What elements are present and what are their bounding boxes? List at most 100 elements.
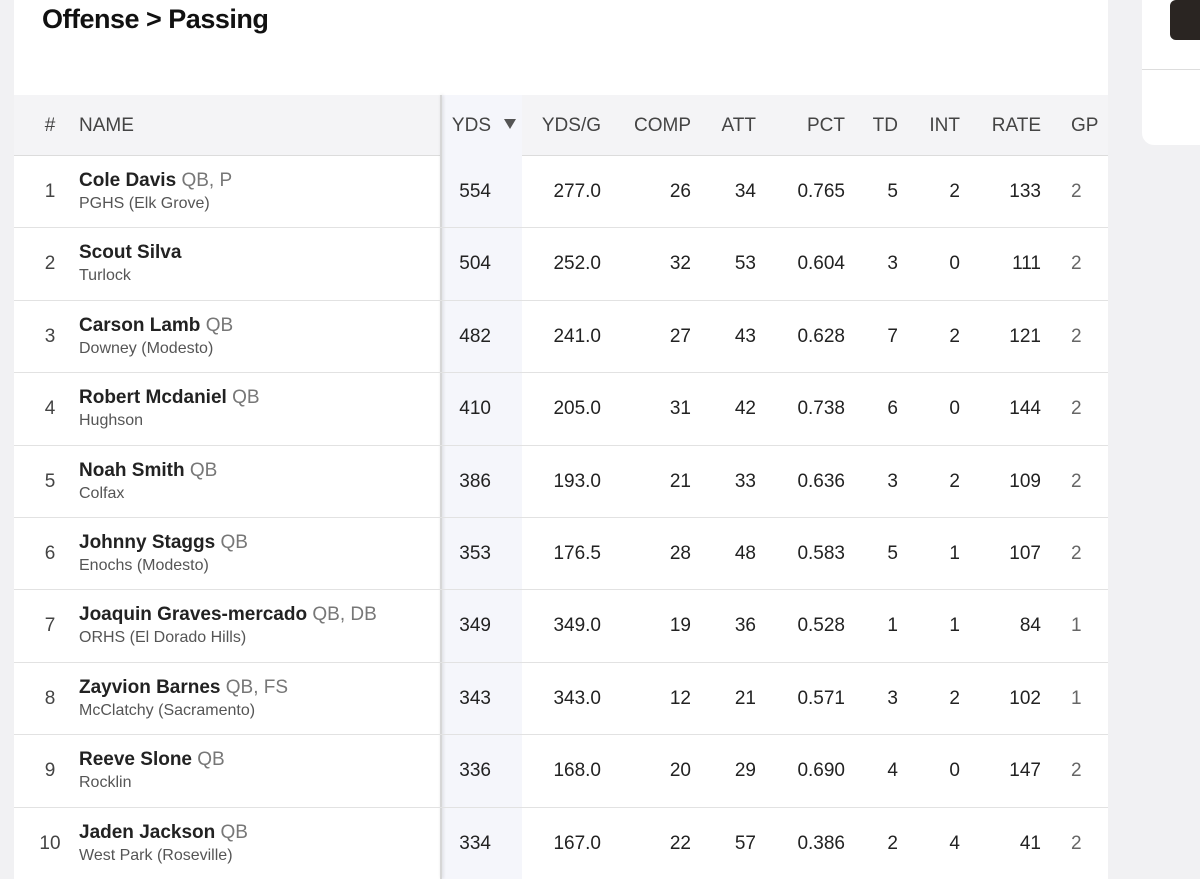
stat-cell: 21 xyxy=(734,687,756,709)
column-header[interactable]: INT xyxy=(929,115,960,136)
name-text[interactable]: Scout Silva xyxy=(79,242,182,264)
player-name[interactable]: Jaden Jackson QB xyxy=(79,822,248,844)
player-name[interactable]: Cole Davis QB, P xyxy=(79,170,232,192)
stat-cell: 0.636 xyxy=(797,470,845,492)
stat-cell: 29 xyxy=(734,760,756,782)
stat-cell: 410 xyxy=(459,398,491,420)
name-text[interactable]: Carson Lamb xyxy=(79,314,201,336)
name-text[interactable]: Robert Mcdaniel xyxy=(79,387,227,409)
player-school: McClatchy (Sacramento) xyxy=(79,701,256,719)
player-name[interactable]: Joaquin Graves-mercado QB, DB xyxy=(79,604,377,626)
stat-cell: 0.628 xyxy=(797,325,845,347)
stat-cell: 241.0 xyxy=(553,325,601,347)
stat-cell: 1 xyxy=(949,543,960,564)
stat-cell: 147 xyxy=(1009,760,1041,782)
name-text[interactable]: Jaden Jackson xyxy=(79,821,216,843)
stat-cell: 2 xyxy=(949,181,960,202)
stat-cell: 2 xyxy=(949,687,960,709)
column-header[interactable]: YDS/G xyxy=(541,115,601,136)
stat-cell: 28 xyxy=(669,543,691,564)
stat-cell: 504 xyxy=(459,253,491,275)
stat-cell: 7 xyxy=(887,325,898,347)
stat-cell: 252.0 xyxy=(553,253,601,275)
row-rank: 7 xyxy=(44,615,56,637)
column-header[interactable]: ATT xyxy=(721,115,756,136)
player-name[interactable]: Noah Smith QB xyxy=(79,460,217,482)
player-position: QB, FS xyxy=(225,676,289,698)
table-header xyxy=(14,95,1108,156)
stat-cell: 32 xyxy=(669,253,691,275)
stat-cell: 41 xyxy=(1019,832,1041,854)
stat-cell: 12 xyxy=(669,687,691,709)
name-text[interactable]: Zayvion Barnes xyxy=(79,676,221,698)
sorted-column-bg xyxy=(442,95,522,879)
stat-cell: 111 xyxy=(1012,253,1041,275)
row-rank: 4 xyxy=(44,398,56,420)
column-header: # xyxy=(44,115,56,136)
frozen-divider xyxy=(440,95,442,879)
stat-cell: 57 xyxy=(734,832,756,854)
stat-cell: 0.765 xyxy=(797,181,845,202)
column-header[interactable]: GP xyxy=(1071,115,1099,136)
column-header: NAME xyxy=(79,115,134,136)
stat-cell: 0 xyxy=(949,760,960,782)
name-text[interactable]: Joaquin Graves-mercado xyxy=(79,604,308,626)
stat-cell: 0 xyxy=(949,253,960,275)
player-position: QB, DB xyxy=(312,604,377,626)
stat-cell: 1 xyxy=(949,615,960,637)
stat-cell: 5 xyxy=(887,181,898,202)
row-divider xyxy=(14,227,1108,229)
stat-cell: 6 xyxy=(887,398,898,420)
row-rank: 8 xyxy=(44,687,56,709)
name-text[interactable]: Noah Smith xyxy=(79,459,185,481)
player-name[interactable]: Reeve Slone QB xyxy=(79,749,225,771)
name-text[interactable]: Johnny Staggs xyxy=(79,532,216,553)
stat-cell: 26 xyxy=(669,181,691,202)
player-name[interactable]: Scout Silva xyxy=(79,242,181,264)
stat-cell: 2 xyxy=(1071,181,1082,202)
player-position: QB xyxy=(232,387,260,409)
stat-cell: 353 xyxy=(459,543,491,564)
player-position: QB xyxy=(205,314,234,336)
player-position: QB xyxy=(220,821,248,843)
stat-cell: 0.738 xyxy=(797,398,845,420)
row-divider xyxy=(14,444,1108,446)
column-header[interactable]: RATE xyxy=(991,115,1041,136)
player-school: Rocklin xyxy=(79,774,132,792)
stat-cell: 334 xyxy=(459,832,491,854)
column-header[interactable]: COMP xyxy=(634,115,691,136)
stat-cell: 84 xyxy=(1019,615,1041,637)
stat-cell: 107 xyxy=(1009,543,1041,564)
avatar[interactable] xyxy=(1170,0,1200,40)
row-divider xyxy=(14,372,1108,374)
player-name[interactable]: Carson Lamb QB xyxy=(79,315,233,337)
stat-cell: 277.0 xyxy=(553,181,601,202)
stat-cell: 0.690 xyxy=(797,760,845,782)
stat-cell: 2 xyxy=(949,470,960,492)
stat-cell: 109 xyxy=(1009,470,1041,492)
stat-cell: 27 xyxy=(669,325,691,347)
stat-cell: 336 xyxy=(459,760,491,782)
stat-cell: 349.0 xyxy=(553,615,601,637)
stat-cell: 2 xyxy=(1071,832,1082,854)
stat-cell: 2 xyxy=(1071,398,1082,420)
stat-cell: 4 xyxy=(887,760,898,782)
stat-cell: 1 xyxy=(1071,687,1082,709)
row-rank: 5 xyxy=(44,470,56,492)
stat-cell: 205.0 xyxy=(553,398,601,420)
stat-cell: 2 xyxy=(1071,253,1082,275)
player-name[interactable]: Johnny Staggs QB xyxy=(79,532,248,554)
stat-cell: 42 xyxy=(734,398,756,420)
name-text[interactable]: Reeve Slone xyxy=(79,749,192,771)
column-header[interactable]: PCT xyxy=(807,115,845,136)
stat-cell: 168.0 xyxy=(553,760,601,782)
player-position: QB xyxy=(197,749,225,771)
column-header[interactable]: YDS xyxy=(451,115,491,136)
player-name[interactable]: Zayvion Barnes QB, FS xyxy=(79,677,288,699)
column-header[interactable]: TD xyxy=(872,115,898,136)
name-text[interactable]: Cole Davis xyxy=(79,170,177,191)
stat-cell: 121 xyxy=(1009,325,1041,347)
player-school: Downey (Modesto) xyxy=(79,339,214,357)
player-name[interactable]: Robert Mcdaniel QB xyxy=(79,387,260,409)
